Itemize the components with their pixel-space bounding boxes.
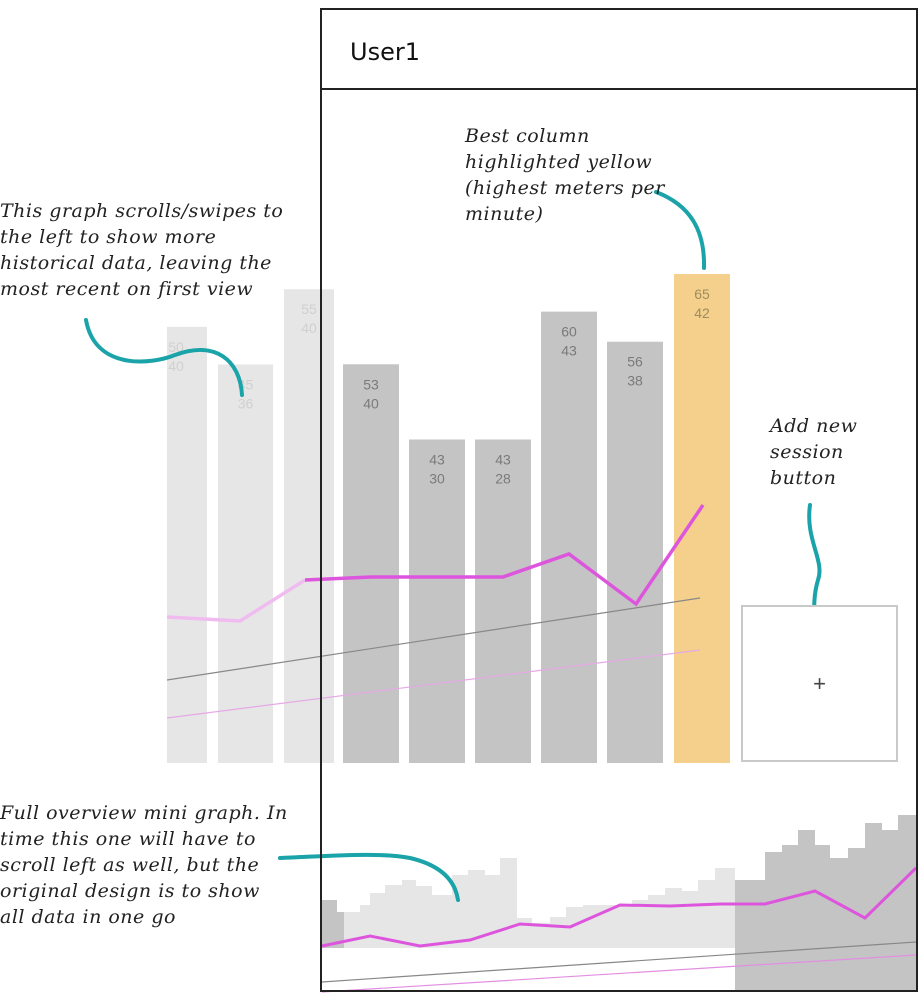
app-header: User1	[322, 10, 916, 90]
trend-line	[166, 597, 701, 681]
pace-line-history	[166, 578, 306, 623]
mini-graph-pace-line	[321, 866, 918, 948]
bar-label-top: 65	[694, 286, 710, 302]
pace-line	[304, 504, 705, 607]
annotation-add-session: Add new session button	[770, 415, 858, 489]
mini-graph-trend-line-pink	[321, 954, 917, 993]
bar-label-bottom: 42	[694, 305, 710, 321]
arrow-scroll-note	[84, 318, 244, 397]
add-session-button[interactable]: +	[741, 605, 898, 762]
arrow-best-column-note	[654, 190, 707, 270]
arrow-mini-graph-note	[278, 852, 460, 902]
bar-label-bottom: 38	[627, 373, 643, 389]
bar-label-bottom: 40	[168, 358, 184, 374]
bar[interactable]	[218, 364, 273, 763]
mini-graph-trend-line	[321, 941, 917, 983]
bar[interactable]	[284, 289, 334, 763]
bar[interactable]	[475, 439, 531, 763]
bar-label-top: 55	[301, 301, 317, 317]
annotation-scroll: This graph scrolls/swipes to the left to…	[0, 200, 284, 300]
mini-graph-history-fade	[344, 858, 735, 948]
user-name: User1	[350, 38, 420, 66]
best-bar[interactable]	[674, 274, 730, 763]
bar-label-top: 43	[495, 452, 511, 468]
bar[interactable]	[541, 311, 597, 763]
bar-label-top: 56	[627, 354, 643, 370]
bar-label-bottom: 40	[363, 395, 379, 411]
bar-label-bottom: 43	[561, 343, 577, 359]
bar[interactable]	[607, 341, 663, 763]
annotation-best-column: Best column highlighted yellow (highest …	[465, 125, 665, 225]
bar-label-top: 50	[168, 339, 184, 355]
bar-label-top: 43	[429, 452, 445, 468]
annotation-mini-graph: Full overview mini graph. In time this o…	[0, 802, 288, 928]
plus-icon: +	[813, 670, 826, 696]
bar-label-bottom: 36	[238, 395, 254, 411]
bar-label-bottom: 40	[301, 320, 317, 336]
bar-label-bottom: 28	[495, 471, 511, 487]
mini-overview-chart[interactable]	[321, 815, 918, 993]
bar[interactable]	[409, 439, 465, 763]
mini-graph-recent-area	[735, 815, 916, 990]
bar-label-bottom: 30	[429, 471, 445, 487]
bar[interactable]	[167, 326, 207, 763]
trend-line-pink	[166, 649, 701, 719]
bar-label-top: 53	[363, 376, 379, 392]
bar[interactable]	[343, 364, 399, 763]
bar-label-top: 60	[561, 324, 577, 340]
